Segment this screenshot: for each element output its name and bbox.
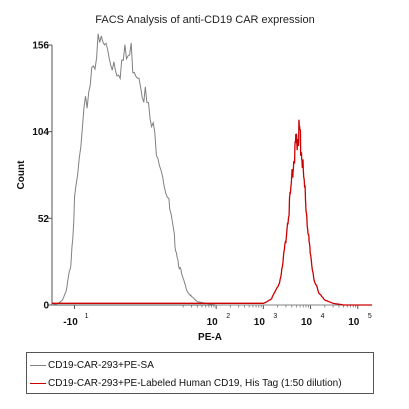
x-tick-exp-4: 5 [368, 313, 372, 320]
legend-swatch-series-1 [30, 364, 46, 366]
legend-label-series-1: CD19-CAR-293+PE-SA [48, 359, 154, 371]
series-line-2 [52, 119, 372, 306]
legend-item-series-2: CD19-CAR-293+PE-Labeled Human CD19, His … [30, 375, 342, 391]
x-tick-exp-3: 4 [321, 313, 325, 320]
y-tick-label-2: 104 [32, 127, 49, 138]
legend-item-series-1: CD19-CAR-293+PE-SA [30, 357, 154, 373]
chart-title: FACS Analysis of anti-CD19 CAR expressio… [95, 14, 314, 26]
x-tick-base-1: 10 [207, 317, 219, 328]
x-axis-label: PE-A [198, 332, 222, 343]
y-tick-label-3: 156 [32, 41, 49, 52]
x-tick-base-4: 10 [348, 317, 360, 328]
x-tick-base-3: 10 [301, 317, 313, 328]
x-tick-exp-1: 2 [226, 313, 230, 320]
x-tick-exp-2: 3 [273, 313, 277, 320]
legend-swatch-series-2 [30, 382, 46, 384]
chart-legend: CD19-CAR-293+PE-SA CD19-CAR-293+PE-Label… [26, 352, 374, 394]
series-line-1 [51, 33, 372, 306]
y-tick-label-0: 0 [43, 301, 49, 312]
legend-label-series-2: CD19-CAR-293+PE-Labeled Human CD19, His … [48, 377, 342, 389]
x-tick-base-2: 10 [254, 317, 266, 328]
y-tick-label-1: 52 [38, 214, 50, 225]
x-tick-base-0: -10 [63, 317, 78, 328]
y-axis-label: Count [16, 160, 27, 190]
x-tick-exp-0: 1 [85, 313, 89, 320]
